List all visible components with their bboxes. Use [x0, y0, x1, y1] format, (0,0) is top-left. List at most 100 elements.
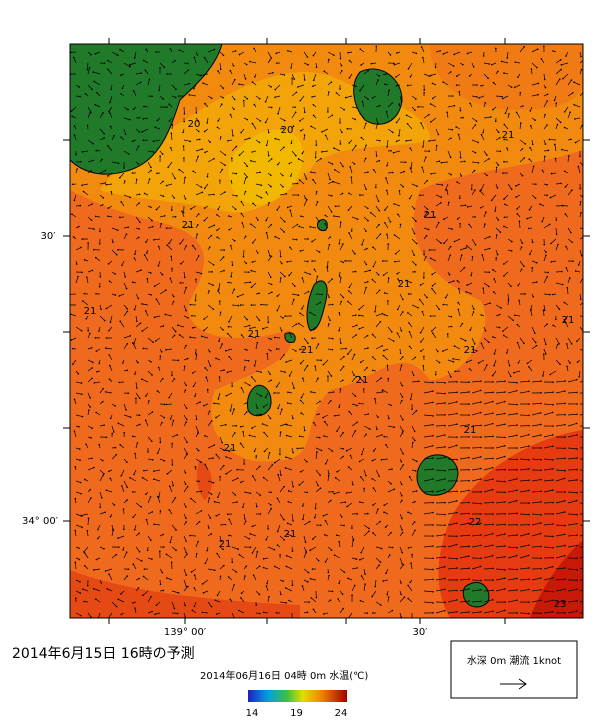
arrow-head — [493, 365, 495, 367]
arrow-head — [234, 240, 236, 242]
arrow-head — [351, 527, 353, 529]
arrow-head — [223, 465, 225, 467]
arrow-head — [264, 451, 266, 453]
arrow-head — [344, 571, 346, 573]
arrow-head — [456, 392, 458, 394]
arrow-head — [153, 478, 155, 480]
arrow-head — [410, 399, 412, 401]
arrow-head — [415, 220, 417, 222]
arrow-head — [355, 314, 357, 316]
arrow-head — [144, 193, 146, 195]
arrow-head — [361, 454, 363, 456]
arrow-head — [564, 448, 566, 450]
arrow-head — [108, 330, 110, 332]
contour-label: 21 — [84, 306, 97, 317]
arrow-head — [382, 260, 384, 262]
arrow-head — [160, 355, 162, 357]
arrow-head — [81, 393, 83, 395]
arrow-head — [432, 569, 434, 571]
arrow-head — [492, 336, 494, 338]
arrow-head — [141, 560, 143, 562]
arrow-head — [154, 317, 156, 319]
arrow-head — [311, 241, 313, 243]
arrow-head — [344, 260, 346, 262]
arrow-head — [93, 569, 95, 571]
arrow-head — [461, 254, 463, 256]
arrow-head — [540, 589, 542, 591]
arrow-head — [508, 299, 510, 301]
arrow-head — [216, 613, 218, 615]
arrow-head — [259, 565, 261, 567]
arrow-head — [449, 274, 451, 276]
arrow-head — [501, 96, 503, 98]
arrow-head — [246, 165, 248, 167]
arrow-head — [187, 63, 189, 65]
arrow-head — [456, 599, 458, 601]
arrow-head — [516, 569, 518, 571]
arrow-head — [503, 335, 505, 337]
arrow-head — [452, 358, 454, 360]
arrow-head — [194, 395, 196, 397]
arrow-head — [511, 86, 513, 88]
arrow-head — [410, 167, 412, 169]
arrow-head — [215, 515, 217, 517]
arrow-head — [392, 132, 394, 134]
arrow-head — [383, 504, 385, 506]
arrow-head — [123, 508, 125, 510]
arrow-head — [351, 176, 353, 178]
arrow-head — [388, 418, 390, 420]
arrow-head — [127, 392, 129, 394]
arrow-head — [219, 376, 221, 378]
arrow-head — [498, 164, 500, 166]
lat-label: 30′ — [41, 231, 57, 242]
arrow-head — [102, 112, 104, 114]
arrow-head — [274, 236, 276, 238]
arrow-head — [91, 219, 93, 221]
arrow-head — [286, 424, 288, 426]
arrow-head — [140, 506, 142, 508]
arrow-head — [132, 602, 134, 604]
arrow-head — [265, 101, 267, 103]
arrow-head — [123, 529, 125, 531]
arrow-head — [103, 133, 105, 135]
arrow-head — [189, 535, 191, 537]
arrow-head — [272, 464, 274, 466]
arrow-head — [472, 256, 474, 258]
arrow-head — [439, 50, 441, 52]
arrow-head — [480, 412, 482, 414]
arrow-head — [299, 100, 301, 102]
arrow-head — [109, 102, 111, 104]
arrow-head — [486, 154, 488, 156]
arrow-head — [504, 124, 506, 126]
arrow-head — [230, 70, 232, 72]
arrow-head — [540, 612, 542, 614]
arrow-head — [501, 61, 503, 63]
arrow-head — [143, 140, 145, 142]
arrow-head — [328, 296, 330, 298]
arrow-head — [552, 502, 554, 504]
arrow-head — [339, 243, 341, 245]
arrow-head — [546, 100, 548, 102]
arrow-head — [393, 63, 395, 65]
arrow-head — [396, 52, 398, 54]
arrow-head — [444, 502, 446, 504]
arrow-head — [87, 125, 89, 127]
arrow-head — [302, 377, 304, 379]
arrow-head — [480, 503, 482, 505]
arrow-head — [412, 442, 414, 444]
arrow-head — [253, 48, 255, 50]
arrow-head — [450, 157, 452, 159]
arrow-head — [340, 221, 342, 223]
arrow-head — [150, 539, 152, 541]
arrow-head — [252, 81, 254, 83]
arrow-head — [566, 366, 568, 368]
arrow-head — [141, 303, 143, 305]
arrow-head — [429, 249, 431, 251]
arrow-head — [183, 121, 185, 123]
arrow-head — [506, 57, 508, 59]
arrow-head — [166, 185, 168, 187]
arrow-head — [270, 86, 272, 88]
arrow-head — [220, 68, 222, 70]
arrow-head — [422, 57, 424, 59]
